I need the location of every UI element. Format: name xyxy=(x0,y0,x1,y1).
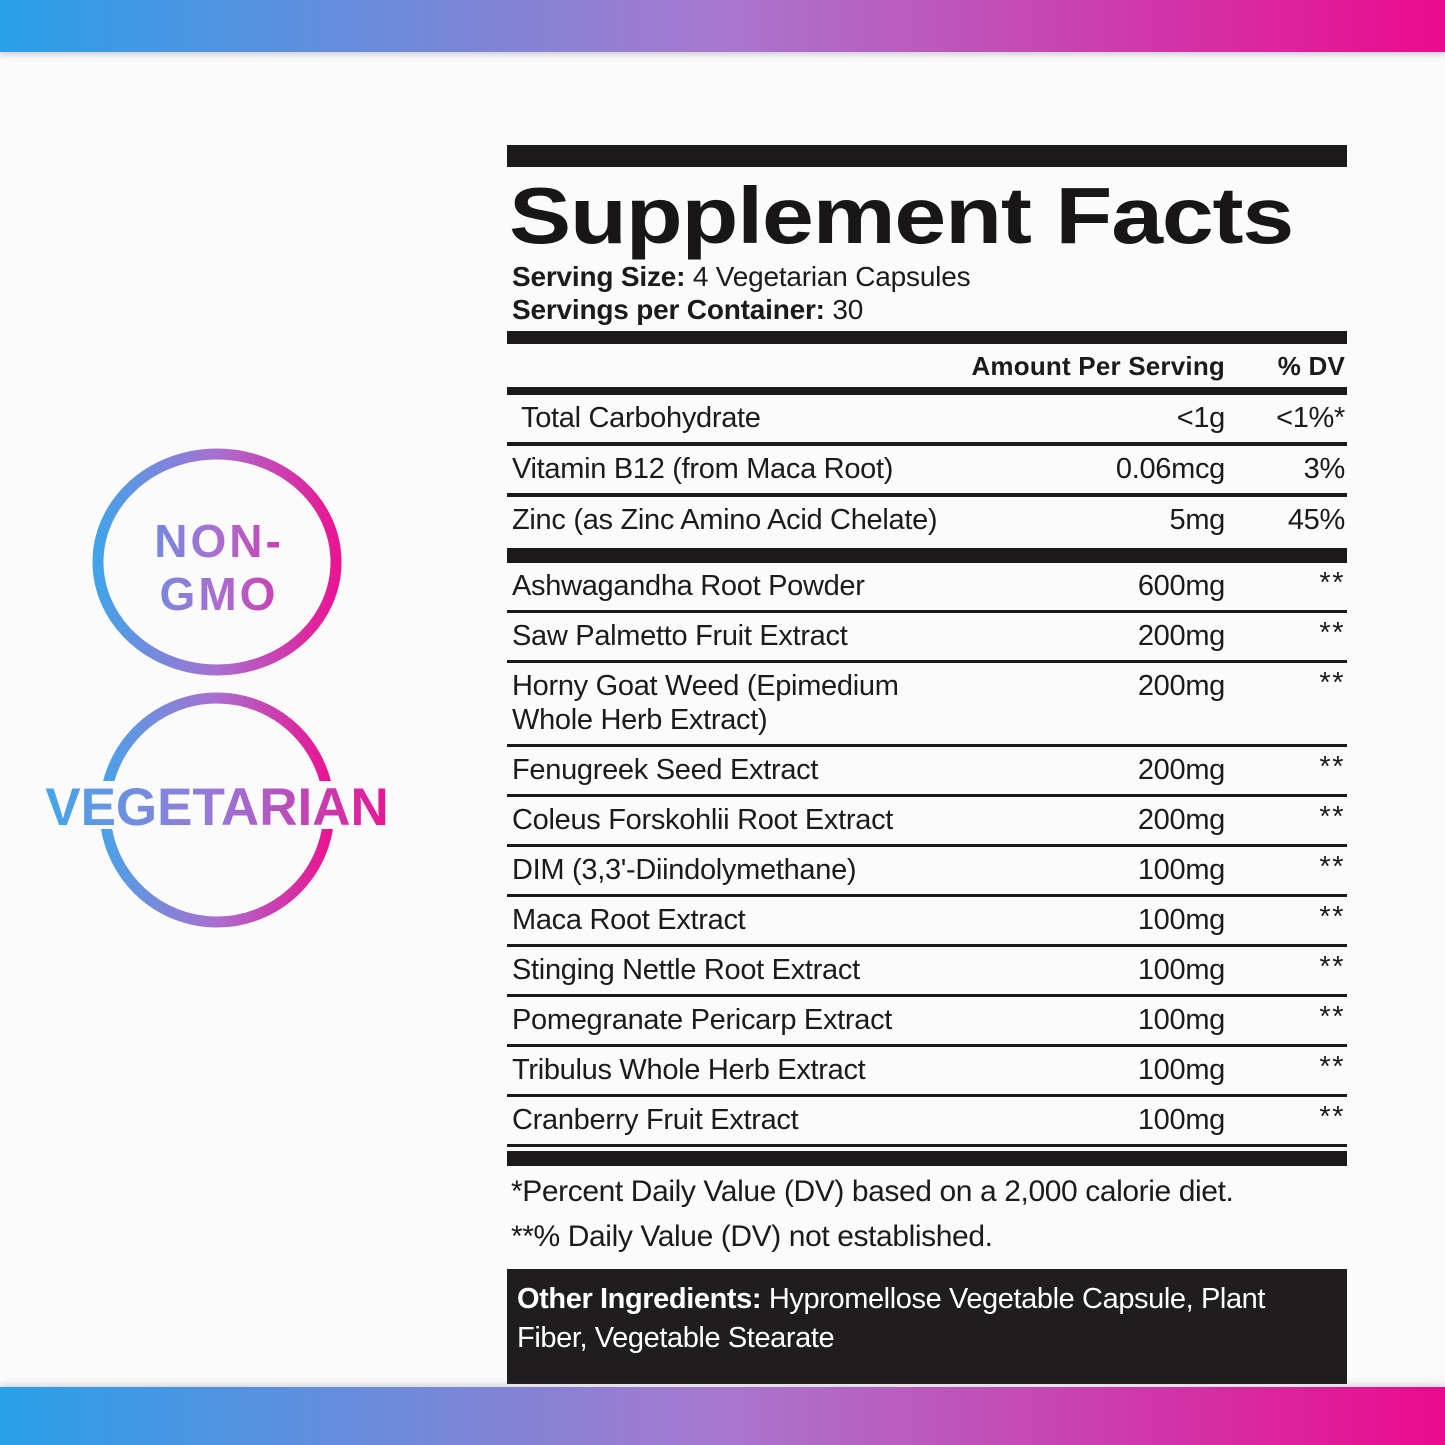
ingredient-name: Fenugreek Seed Extract xyxy=(512,754,819,786)
footnote-divider-rule xyxy=(507,1151,1347,1166)
ingredient-dv: ** xyxy=(1319,801,1345,833)
ingredient-dv: ** xyxy=(1319,751,1345,783)
column-header-row: Amount Per Serving % DV xyxy=(507,344,1347,387)
ingredient-name: Zinc (as Zinc Amino Acid Chelate) xyxy=(512,504,938,536)
ingredient-row: Coleus Forskohlii Root Extract 200mg ** xyxy=(507,797,1347,847)
other-ingredients-box: Other Ingredients: Hypromellose Vegetabl… xyxy=(507,1269,1347,1384)
ingredient-name: Tribulus Whole Herb Extract xyxy=(512,1054,866,1086)
ingredient-name: DIM (3,3'-Diindolymethane) xyxy=(512,854,857,886)
ingredient-amount: 200mg xyxy=(1137,754,1225,786)
servings-per-container-line: Servings per Container: 30 xyxy=(507,293,1347,326)
ingredient-name: Vitamin B12 (from Maca Root) xyxy=(512,453,894,485)
ingredient-dv: ** xyxy=(1319,1051,1345,1083)
ingredient-amount: 200mg xyxy=(1137,620,1225,652)
non-gmo-circle xyxy=(92,448,342,676)
ingredient-name: Saw Palmetto Fruit Extract xyxy=(512,620,848,652)
ingredient-name: Stinging Nettle Root Extract xyxy=(512,954,860,986)
ingredient-name: Pomegranate Pericarp Extract xyxy=(512,1004,893,1036)
ingredient-row: Tribulus Whole Herb Extract 100mg ** xyxy=(507,1047,1347,1097)
ingredient-name: Maca Root Extract xyxy=(512,904,746,936)
column-header-amount: Amount Per Serving xyxy=(971,351,1225,381)
ingredient-row: Cranberry Fruit Extract 100mg ** xyxy=(507,1097,1347,1147)
servings-label: Servings per Container: xyxy=(512,294,825,325)
ingredient-dv: ** xyxy=(1319,901,1345,933)
ingredient-row: DIM (3,3'-Diindolymethane) 100mg ** xyxy=(507,847,1347,897)
serving-size-line: Serving Size: 4 Vegetarian Capsules xyxy=(507,260,1347,293)
ingredient-dv: ** xyxy=(1319,667,1345,699)
ingredient-row: Fenugreek Seed Extract 200mg ** xyxy=(507,747,1347,797)
supplement-facts-panel: Supplement Facts Serving Size: 4 Vegetar… xyxy=(507,145,1347,1384)
vegetarian-text: VEGETARIAN xyxy=(45,778,389,837)
ingredient-amount: 200mg xyxy=(1137,670,1225,702)
header-separator-rule xyxy=(507,331,1347,344)
ingredient-row: Ashwagandha Root Powder 600mg ** xyxy=(507,563,1347,613)
vegetarian-text-band xyxy=(25,781,409,829)
ingredient-dv: ** xyxy=(1319,1001,1345,1033)
ingredient-row: Maca Root Extract 100mg ** xyxy=(507,897,1347,947)
ingredient-dv: ** xyxy=(1319,1101,1345,1133)
ingredient-dv: ** xyxy=(1319,617,1345,649)
ingredient-amount: 100mg xyxy=(1137,904,1225,936)
ingredient-dv: ** xyxy=(1319,951,1345,983)
non-gmo-text-line2: GMO xyxy=(160,568,279,620)
ingredient-name: Total Carbohydrate xyxy=(521,402,761,434)
ingredient-amount: 100mg xyxy=(1137,954,1225,986)
servings-value: 30 xyxy=(832,294,864,325)
ingredient-name: Horny Goat Weed (Epimedium Whole Herb Ex… xyxy=(512,670,899,736)
panel-title: Supplement Facts xyxy=(509,171,1294,260)
ingredient-amount: 0.06mcg xyxy=(1115,453,1225,485)
panel-top-rule xyxy=(507,145,1347,167)
ingredient-amount: <1g xyxy=(1176,402,1226,434)
ingredient-amount: 100mg xyxy=(1137,1004,1225,1036)
ingredient-row: Saw Palmetto Fruit Extract 200mg ** xyxy=(507,613,1347,663)
ingredient-dv: <1%* xyxy=(1276,402,1345,434)
ingredient-dv: ** xyxy=(1319,567,1345,599)
vegetarian-badge-icon: VEGETARIAN xyxy=(25,692,409,928)
ingredient-row: Zinc (as Zinc Amino Acid Chelate) 5mg 45… xyxy=(507,497,1347,544)
other-ingredients-label: Other Ingredients: xyxy=(517,1283,762,1315)
column-header-dv: % DV xyxy=(1277,351,1345,381)
section-divider-rule xyxy=(507,548,1347,563)
other-ingredients-value: Hypromellose Vegetable Capsule, Plant Fi… xyxy=(517,1283,1266,1354)
serving-size-value: 4 Vegetarian Capsules xyxy=(692,261,971,292)
ingredient-row: Horny Goat Weed (Epimedium Whole Herb Ex… xyxy=(507,663,1347,747)
ingredient-amount: 5mg xyxy=(1169,504,1225,536)
ingredient-name: Coleus Forskohlii Root Extract xyxy=(512,804,894,836)
ingredient-dv: ** xyxy=(1319,851,1345,883)
ingredient-amount: 100mg xyxy=(1137,1054,1225,1086)
nutrient-rows: Total Carbohydrate <1g <1%* Vitamin B12 … xyxy=(507,395,1347,544)
ingredient-name: Cranberry Fruit Extract xyxy=(512,1104,799,1136)
ingredient-row: Pomegranate Pericarp Extract 100mg ** xyxy=(507,997,1347,1047)
serving-size-label: Serving Size: xyxy=(512,261,686,292)
footnote-not-established: **% Daily Value (DV) not established. xyxy=(511,1220,993,1253)
column-header-rule xyxy=(507,387,1347,395)
ingredient-row: Total Carbohydrate <1g <1%* xyxy=(507,395,1347,446)
ingredient-row: Vitamin B12 (from Maca Root) 0.06mcg 3% xyxy=(507,446,1347,497)
ingredient-amount: 600mg xyxy=(1137,570,1225,602)
ingredient-amount: 200mg xyxy=(1137,804,1225,836)
ingredient-amount: 100mg xyxy=(1137,854,1225,886)
non-gmo-badge-icon: NON- GMO xyxy=(92,448,342,676)
ingredient-row: Stinging Nettle Root Extract 100mg ** xyxy=(507,947,1347,997)
footnote-daily-value: *Percent Daily Value (DV) based on a 2,0… xyxy=(511,1175,1234,1208)
ingredient-rows: Ashwagandha Root Powder 600mg ** Saw Pal… xyxy=(507,563,1347,1147)
ingredient-name: Ashwagandha Root Powder xyxy=(512,570,865,602)
top-gradient-bar xyxy=(0,0,1445,52)
ingredient-amount: 100mg xyxy=(1137,1104,1225,1136)
ingredient-dv: 3% xyxy=(1303,453,1346,485)
ingredient-dv: 45% xyxy=(1287,504,1345,536)
bottom-gradient-bar xyxy=(0,1387,1445,1445)
non-gmo-text-line1: NON- xyxy=(154,515,284,567)
